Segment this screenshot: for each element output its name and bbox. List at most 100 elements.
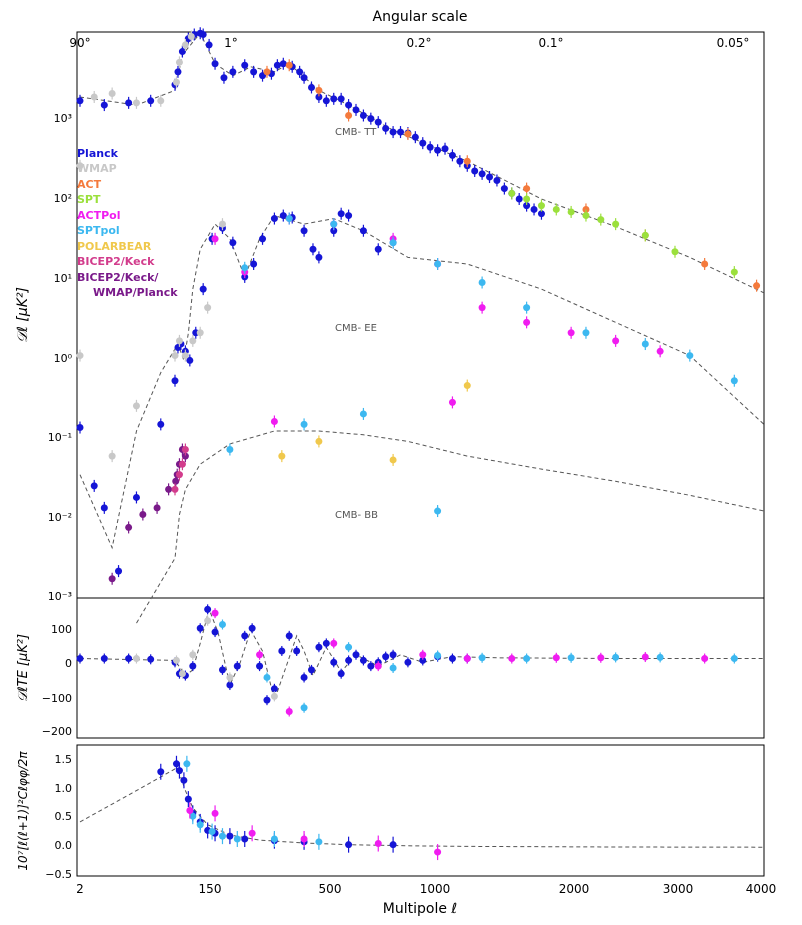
data-point [411,133,419,141]
data-point [211,809,219,817]
data-point [218,220,226,228]
data-point [345,656,353,664]
panel3-yticks: 1.5 1.0 0.5 0.0 −0.5 [45,753,72,881]
data-point [500,185,508,193]
data-point [686,352,694,360]
data-point [656,653,664,661]
data-point [345,212,353,220]
data-point [434,652,442,660]
data-point [196,329,204,337]
data-point [374,245,382,253]
data-point [523,655,531,663]
data-point [196,821,204,829]
data-point [132,99,140,107]
data-point [184,795,192,803]
top-tick-label: 0.1° [538,36,563,50]
data-point [178,670,186,678]
data-point [337,210,345,218]
panel-lensing [76,744,765,877]
data-point [359,410,367,418]
theory-curve [79,607,764,702]
data-point [753,282,761,290]
data-point [359,656,367,664]
data-point [189,337,197,345]
data-point [315,437,323,445]
data-point [165,485,173,493]
ytick-label: 100 [51,623,72,636]
data-point [322,639,330,647]
top-axis-ticks: 90° 1° 0.2° 0.1° 0.05° [69,36,749,50]
data-point [175,58,183,66]
ytick-label: 10⁰ [54,352,73,365]
data-point [374,662,382,670]
legend-item: WMAP/Planck [93,286,178,299]
data-point [218,832,226,840]
ytick-label: 0.0 [55,839,73,852]
data-point [300,704,308,712]
data-point [671,248,679,256]
data-point [100,655,108,663]
bottom-tick-label: 1000 [420,882,451,896]
data-point [248,829,256,837]
data-point [204,617,212,625]
data-point [434,146,442,154]
legend-item: Planck [77,147,119,160]
data-point [199,285,207,293]
data-point [508,189,516,197]
data-point [486,173,494,181]
data-point [204,304,212,312]
data-point [278,452,286,460]
data-point [250,260,258,268]
data-point [730,268,738,276]
data-point [189,651,197,659]
data-point [181,41,189,49]
data-point [419,656,427,664]
theory-curve [79,32,765,294]
data-point [76,352,84,360]
data-point [233,835,241,843]
data-point [132,493,140,501]
data-point [285,215,293,223]
data-point [426,143,434,151]
data-point [293,647,301,655]
data-point [730,655,738,663]
data-point [226,446,234,454]
panel2-ylabel: 𝒟ℓTE [μK²] [16,634,31,702]
data-point [493,176,501,184]
data-point [322,97,330,105]
data-point [285,708,293,716]
data-point [307,83,315,91]
data-point [186,356,194,364]
annotation-tt: CMB- TT [335,127,377,138]
data-point [523,185,531,193]
data-point [226,673,234,681]
data-point [367,662,375,670]
data-point [172,477,180,485]
data-point [186,807,194,814]
data-point [273,61,281,69]
data-point [211,60,219,68]
data-point [382,124,390,132]
data-point [189,812,197,820]
data-point [125,655,133,663]
panel1-ylabel: 𝒟ℓ [μK²] [15,287,31,343]
data-point [463,157,471,165]
data-point [248,624,256,632]
data-point [389,841,397,849]
data-point [211,628,219,636]
top-tick-label: 1° [224,36,238,50]
data-point [478,304,486,312]
data-point [582,205,590,213]
data-point [189,662,197,670]
data-point [233,662,241,670]
data-point [300,227,308,235]
data-point [537,202,545,210]
data-point [330,95,338,103]
data-point [263,696,271,704]
data-point [463,382,471,390]
ytick-label: 0 [65,657,72,670]
data-point [389,651,397,659]
data-point [241,264,249,272]
data-point [330,227,338,235]
data-point [701,260,709,268]
